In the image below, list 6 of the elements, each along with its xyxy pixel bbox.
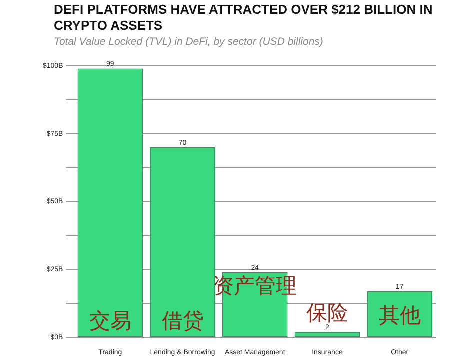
- annotation: 借贷: [162, 309, 204, 334]
- annotation: 保险: [306, 300, 348, 325]
- annotation: 交易: [89, 309, 132, 334]
- chart-title: DEFI PLATFORMS HAVE ATTRACTED OVER $212 BILLION IN CRYPTO ASSETS: [54, 2, 434, 34]
- chart-subtitle: Total Value Locked (TVL) in DeFi, by sector (USD billions): [54, 36, 324, 48]
- annotation: 其他: [378, 304, 421, 328]
